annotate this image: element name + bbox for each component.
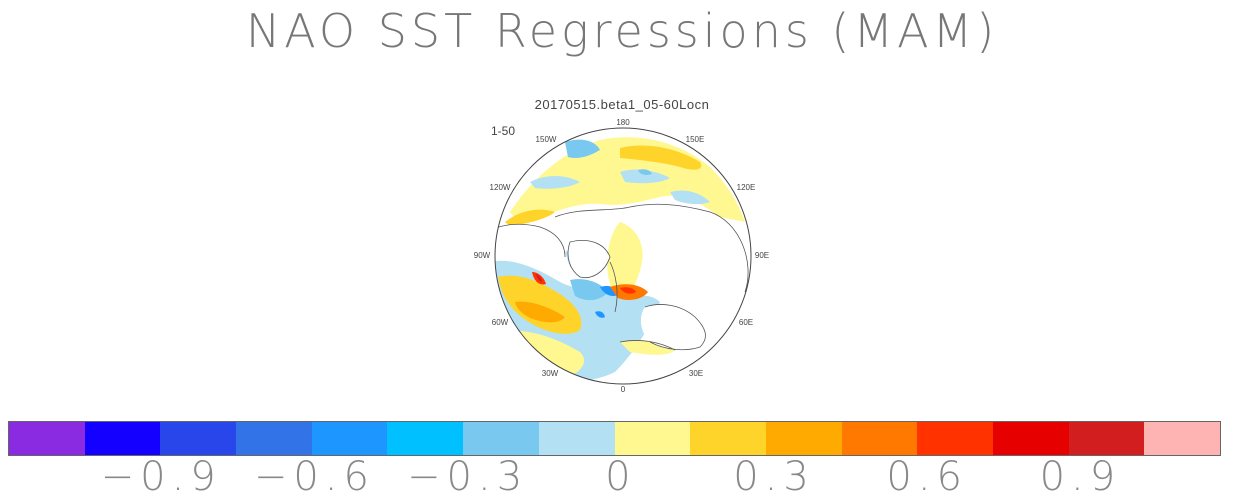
colorbar-cell <box>160 422 237 455</box>
longitude-label: 90W <box>474 251 491 260</box>
colorbar-tick-label: 0.6 <box>886 454 968 500</box>
chart-subtitle: 20170515.beta1_05-60Locn <box>534 97 710 112</box>
longitude-label: 90E <box>755 251 769 260</box>
map-boundary <box>494 127 752 385</box>
colorbar-cell <box>1068 422 1145 455</box>
colorbar-tick-label: 0 <box>605 454 637 500</box>
colorbar-cell <box>690 422 766 455</box>
colorbar <box>8 421 1221 456</box>
polar-map: 180 150E 120E 90E 60E 30E 0 30W 60W 90W 120W 150W <box>474 118 769 394</box>
longitude-label: 30W <box>542 369 559 378</box>
colorbar-cell <box>538 422 615 455</box>
longitude-label: 150E <box>686 135 705 144</box>
colorbar-cell <box>614 422 691 455</box>
colorbar-tick-label: 0.3 <box>733 454 815 500</box>
longitude-label: 60E <box>739 318 753 327</box>
colorbar-tick-label: −0.9 <box>100 454 222 500</box>
longitude-label: 0 <box>621 385 626 394</box>
chart-title: NAO SST Regressions (MAM) <box>245 4 999 58</box>
colorbar-cell <box>765 422 842 455</box>
colorbar-tick-label: −0.6 <box>253 454 375 500</box>
colorbar-tick-label: −0.3 <box>407 454 529 500</box>
panel-label: 1-50 <box>491 124 516 138</box>
colorbar-cell <box>992 422 1069 455</box>
colorbar-cell <box>311 422 388 455</box>
sst-field <box>495 128 751 384</box>
longitude-label: 180 <box>616 118 630 127</box>
colorbar-cell <box>1144 422 1220 455</box>
colorbar-cell <box>841 422 918 455</box>
colorbar-tick-label: 0.9 <box>1039 454 1122 500</box>
colorbar-labels: −0.9 −0.6 −0.3 0 0.3 0.6 0.9 <box>0 454 1244 502</box>
longitude-label: 60W <box>492 318 509 327</box>
coastlines <box>495 203 749 351</box>
longitude-label: 120W <box>490 183 511 192</box>
colorbar-cell <box>463 422 539 455</box>
longitude-label: 150W <box>536 135 557 144</box>
colorbar-cell <box>387 422 464 455</box>
colorbar-cell <box>84 422 161 455</box>
colorbar-cell <box>9 422 85 455</box>
longitude-labels: 180 150E 120E 90E 60E 30E 0 30W 60W 90W 120W 150W <box>474 118 769 394</box>
colorbar-cell <box>917 422 993 455</box>
colorbar-cell <box>236 422 312 455</box>
longitude-label: 120E <box>737 183 756 192</box>
longitude-label: 30E <box>689 369 703 378</box>
